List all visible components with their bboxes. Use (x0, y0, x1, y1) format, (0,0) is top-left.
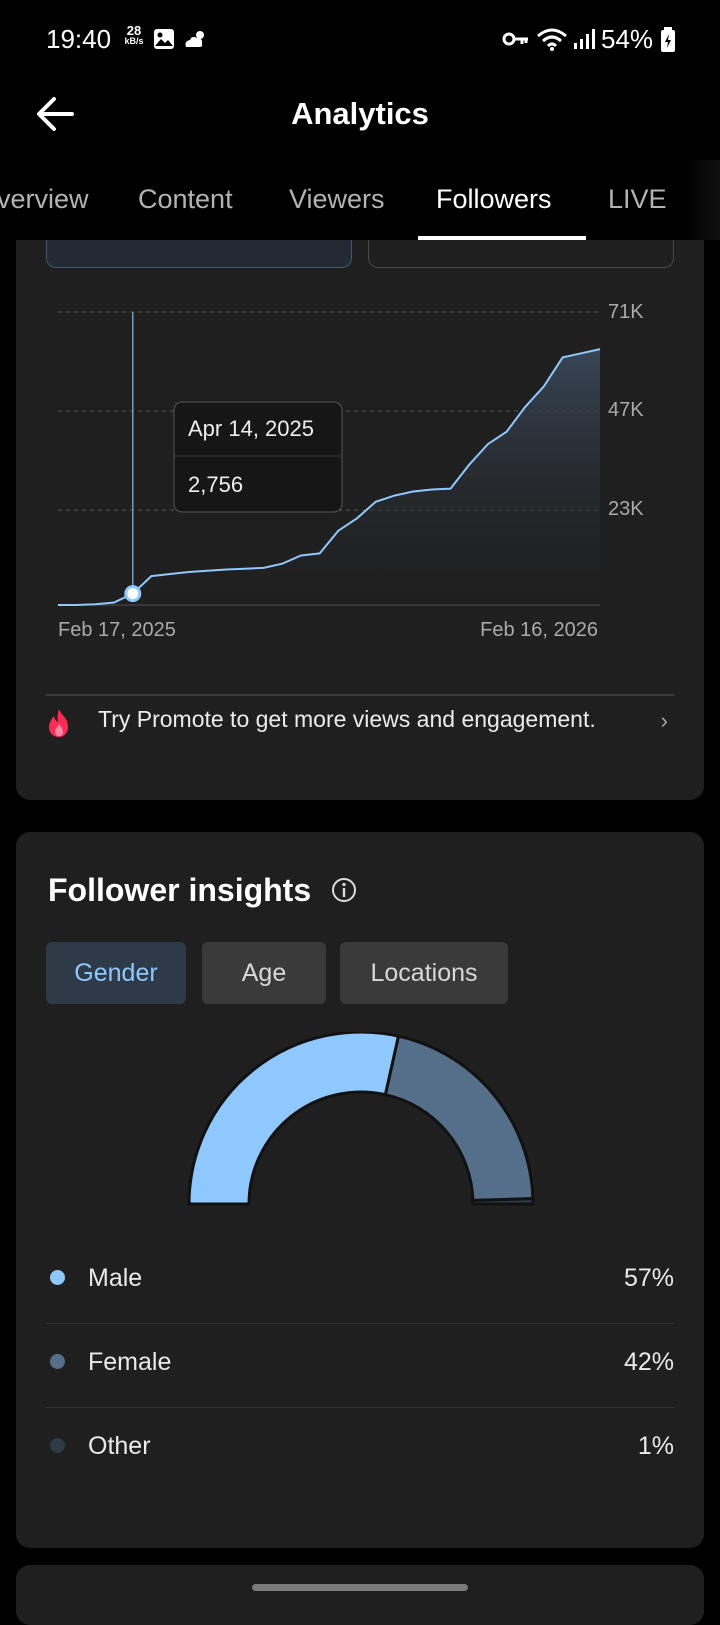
battery-percent: 54% (601, 24, 654, 54)
network-speed-value: 28 (126, 23, 142, 38)
chevron-right-icon: › (660, 708, 668, 733)
legend-label: Female (88, 1348, 172, 1376)
legend-dot (50, 1354, 65, 1369)
legend-label: Other (88, 1432, 151, 1460)
legend-row-other: Other 1% (46, 1408, 674, 1492)
legend-row-female: Female 42% (46, 1324, 674, 1408)
gender-half-donut (187, 1032, 535, 1206)
arrow-left-icon[interactable] (32, 90, 80, 138)
x-end-label: Feb 16, 2026 (480, 619, 598, 641)
chart-area (58, 349, 600, 605)
tab-followers[interactable]: Followers (436, 184, 552, 214)
analytics-tabs: Overview Content Viewers Followers LIVE (0, 160, 720, 240)
donut-slice-other (471, 1197, 535, 1206)
legend-label: Male (88, 1264, 143, 1292)
donut-slice-male (187, 1032, 401, 1206)
app-header: Analytics (0, 80, 720, 152)
flame-icon (49, 709, 68, 737)
y-tick-label: 71K (608, 301, 644, 323)
followers-chart[interactable]: 71K 47K 23K Feb 17, 2025 Feb 16, 2026 Ap… (16, 240, 704, 680)
chart-tooltip: Apr 14, 2025 2,756 (173, 401, 343, 513)
wifi-icon (537, 28, 567, 51)
section-title: Follower insights (48, 872, 312, 908)
tab-overview[interactable]: Overview (0, 184, 89, 214)
legend-row-male: Male 57% (46, 1240, 674, 1324)
legend-value: 1% (637, 1432, 674, 1460)
active-tab-indicator (418, 236, 586, 240)
legend-dot (50, 1438, 65, 1453)
chart-cursor-point[interactable] (124, 585, 142, 603)
tab-content[interactable]: Content (138, 184, 233, 214)
info-icon[interactable] (330, 876, 358, 904)
page-title: Analytics (291, 96, 429, 131)
legend-value: 42% (623, 1348, 674, 1376)
pill-gender[interactable]: Gender (46, 942, 186, 1004)
x-start-label: Feb 17, 2025 (58, 619, 176, 641)
metric-card-selected[interactable] (46, 240, 352, 268)
promote-text: Try Promote to get more views and engage… (98, 706, 596, 732)
chart-line (58, 348, 601, 606)
pill-locations[interactable]: Locations (340, 942, 508, 1004)
tab-viewers[interactable]: Viewers (289, 184, 385, 214)
promote-banner[interactable]: Try Promote to get more views and engage… (46, 694, 674, 750)
legend-value: 57% (623, 1264, 674, 1292)
next-card (16, 1565, 704, 1625)
tooltip-value: 2,756 (188, 472, 243, 497)
vpn-key-icon (502, 32, 528, 46)
battery-charging-icon (661, 27, 675, 52)
y-tick-label: 47K (608, 399, 644, 421)
tooltip-date: Apr 14, 2025 (188, 416, 314, 441)
status-time: 19:40 (46, 24, 112, 54)
y-tick-label: 23K (608, 498, 644, 520)
divider (46, 1323, 674, 1324)
network-speed: 28 kB/s (122, 23, 146, 47)
divider (46, 1407, 674, 1408)
metric-card[interactable] (368, 240, 674, 268)
gallery-icon (154, 29, 174, 49)
tab-scroll-fade (684, 160, 720, 240)
status-bar: 19:40 28 kB/s 54% (0, 0, 720, 80)
follower-insights-card: Follower insights Gender Age Locations M… (16, 832, 704, 1548)
tab-live[interactable]: LIVE (608, 184, 667, 214)
pill-age[interactable]: Age (202, 942, 326, 1004)
donut-slice-female (383, 1034, 535, 1203)
divider (46, 694, 674, 696)
weather-icon (185, 31, 204, 47)
network-speed-unit: kB/s (124, 36, 144, 46)
followers-chart-card: 71K 47K 23K Feb 17, 2025 Feb 16, 2026 Ap… (16, 240, 704, 800)
legend-dot (50, 1270, 65, 1285)
signal-icon (574, 29, 595, 49)
home-indicator[interactable] (252, 1584, 468, 1591)
